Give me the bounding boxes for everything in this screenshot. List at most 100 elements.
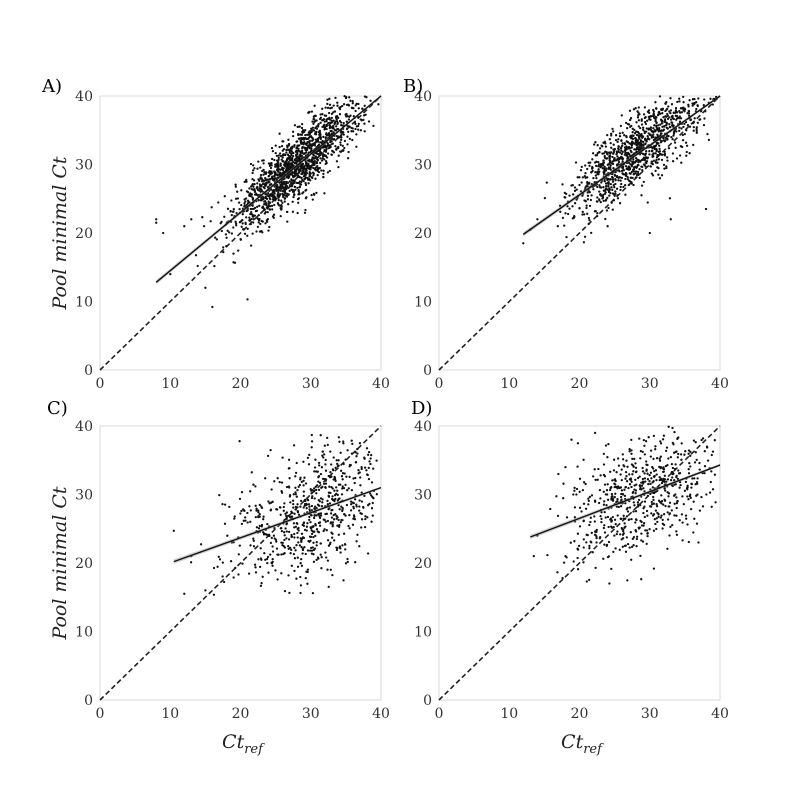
data-point: [288, 466, 291, 470]
data-point: [339, 134, 343, 137]
data-point: [674, 483, 677, 486]
data-point: [670, 103, 674, 106]
data-point: [312, 548, 316, 552]
data-point: [257, 558, 260, 561]
data-point: [570, 438, 573, 441]
data-point: [276, 173, 279, 177]
data-point: [317, 149, 320, 152]
data-point: [334, 144, 337, 148]
data-point: [587, 189, 590, 192]
x-tick-label: 20: [232, 376, 250, 392]
data-point: [302, 484, 305, 487]
data-point: [654, 117, 657, 120]
data-point: [556, 514, 560, 518]
data-point: [682, 125, 685, 129]
data-point: [291, 130, 295, 133]
data-point: [329, 134, 332, 137]
x-tick-label: 0: [435, 376, 444, 392]
data-point: [581, 488, 585, 492]
data-point: [643, 472, 646, 475]
data-point: [678, 154, 682, 157]
data-point: [241, 222, 244, 225]
data-point: [239, 238, 242, 241]
data-point: [588, 191, 591, 194]
data-point: [328, 502, 332, 505]
data-point: [656, 489, 659, 492]
data-point: [278, 480, 281, 484]
data-point: [295, 543, 298, 547]
data-point: [316, 470, 319, 473]
data-point: [355, 133, 358, 136]
data-point: [371, 514, 374, 517]
data-point: [317, 531, 321, 534]
data-point: [345, 120, 348, 123]
data-point: [692, 531, 695, 534]
data-point: [634, 510, 638, 513]
data-point: [291, 174, 295, 177]
data-point: [320, 466, 324, 469]
data-point: [680, 442, 683, 445]
data-point: [304, 576, 307, 580]
data-point: [607, 206, 610, 210]
data-point: [326, 171, 330, 174]
data-point: [336, 462, 339, 466]
data-point: [598, 150, 601, 154]
y-tick-label: 10: [75, 625, 93, 641]
data-point: [242, 228, 245, 231]
data-point: [631, 473, 634, 476]
data-point: [618, 202, 622, 205]
data-point: [266, 454, 270, 458]
data-point: [645, 127, 648, 130]
data-point: [591, 166, 594, 170]
data-point: [586, 191, 589, 194]
data-point: [281, 166, 284, 169]
data-point: [252, 221, 255, 224]
data-point: [370, 507, 374, 510]
data-point: [640, 539, 643, 542]
data-point: [594, 141, 597, 144]
data-point: [604, 516, 607, 519]
data-point: [296, 565, 300, 568]
data-point: [620, 478, 623, 482]
data-point: [348, 465, 351, 468]
data-point: [602, 526, 606, 530]
data-point: [266, 555, 270, 559]
data-point: [321, 485, 324, 489]
x-tick-label: 20: [571, 376, 589, 392]
data-point: [331, 142, 334, 145]
data-point: [664, 489, 667, 492]
data-point: [293, 192, 296, 196]
data-point: [318, 524, 322, 527]
data-point: [288, 477, 291, 480]
data-point: [274, 569, 277, 572]
data-point: [274, 151, 277, 155]
data-point: [369, 457, 372, 460]
data-point: [318, 117, 322, 121]
data-point: [337, 154, 340, 157]
data-point: [605, 489, 609, 492]
data-point: [250, 211, 253, 214]
data-point: [299, 159, 302, 162]
data-point: [259, 174, 263, 177]
data-point: [325, 123, 329, 126]
data-point: [635, 141, 638, 144]
data-point: [223, 215, 226, 218]
data-point: [674, 493, 677, 496]
data-point: [252, 483, 255, 486]
data-point: [302, 175, 306, 178]
data-point: [290, 510, 293, 513]
data-point: [706, 459, 710, 462]
data-point: [660, 158, 664, 162]
data-point: [303, 528, 307, 532]
data-point: [610, 175, 614, 179]
data-point: [634, 478, 637, 481]
data-point: [348, 513, 351, 517]
data-point: [342, 532, 346, 535]
data-point: [630, 558, 633, 561]
data-point: [335, 459, 338, 462]
data-point: [620, 152, 624, 156]
data-point: [669, 109, 673, 112]
data-point: [314, 458, 317, 461]
data-point: [326, 499, 329, 503]
data-point: [308, 510, 312, 513]
